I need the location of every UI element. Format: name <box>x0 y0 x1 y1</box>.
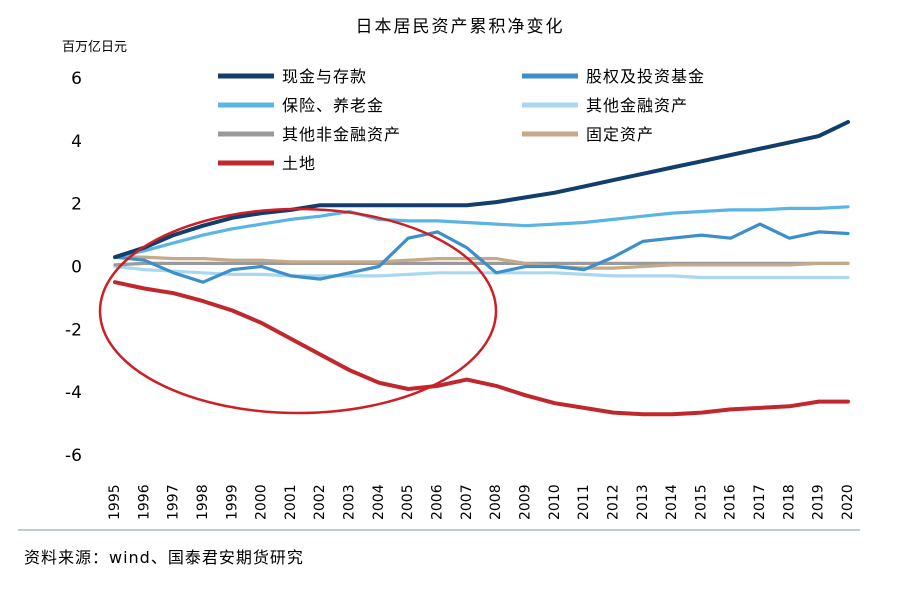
x-tick-label: 1997 <box>166 484 182 520</box>
x-tick-label: 2000 <box>254 484 270 520</box>
highlight-ellipse <box>98 207 498 415</box>
series-line <box>113 222 850 284</box>
x-tick-label: 2010 <box>547 484 563 520</box>
y-tick-label: 4 <box>71 132 82 152</box>
x-tick-label: 2008 <box>488 484 504 520</box>
legend-item: 固定资产 <box>522 125 654 144</box>
legend-label: 保险、养老金 <box>282 96 384 115</box>
x-tick-label: 2017 <box>752 484 768 520</box>
legend-item: 其他金融资产 <box>522 96 688 115</box>
x-tick-label: 1995 <box>107 484 123 520</box>
legend-label: 其他非金融资产 <box>282 125 401 144</box>
legend-item: 土地 <box>218 154 316 173</box>
series-lines <box>113 120 850 417</box>
legend-item: 保险、养老金 <box>218 96 384 115</box>
x-tick-label: 1998 <box>195 484 211 520</box>
x-tick-label: 2005 <box>400 484 416 520</box>
x-tick-label: 2003 <box>342 484 358 520</box>
y-tick-label: -6 <box>65 446 82 466</box>
legend-item: 现金与存款 <box>218 67 367 86</box>
x-axis: 1995 1996 1997 1998 1999 2000 2001 2002 2003 2004… <box>107 484 856 520</box>
legend-label: 土地 <box>282 154 316 173</box>
x-tick-label: 2013 <box>635 484 651 520</box>
legend-label: 其他金融资产 <box>586 96 688 115</box>
x-tick-label: 2012 <box>605 484 621 520</box>
x-tick-label: 1996 <box>136 484 152 520</box>
legend-item: 其他非金融资产 <box>218 125 401 144</box>
x-tick-label: 2019 <box>811 484 827 520</box>
y-tick-label: 0 <box>71 258 82 278</box>
x-tick-label: 2007 <box>459 484 475 520</box>
chart-title: 日本居民资产累积净变化 <box>356 17 565 37</box>
x-tick-label: 2002 <box>312 484 328 520</box>
x-tick-label: 2004 <box>371 484 387 520</box>
x-tick-label: 2018 <box>781 484 797 520</box>
x-tick-label: 2006 <box>430 484 446 520</box>
series-line <box>113 205 850 259</box>
legend-label: 固定资产 <box>586 125 654 144</box>
y-tick-label: -4 <box>65 383 82 403</box>
y-tick-label: 6 <box>71 69 82 89</box>
legend-item: 股权及投资基金 <box>522 67 705 86</box>
legend-label: 现金与存款 <box>282 67 367 86</box>
series-line <box>113 120 850 260</box>
x-tick-label: 2011 <box>576 484 592 520</box>
x-tick-label: 2015 <box>693 484 709 520</box>
series-line <box>113 280 850 417</box>
y-tick-label: -2 <box>65 320 82 340</box>
x-tick-label: 1999 <box>224 484 240 520</box>
y-tick-label: 2 <box>71 195 82 215</box>
x-tick-label: 2016 <box>723 484 739 520</box>
y-axis: 6 4 2 0 -2 -4 -6 <box>65 69 82 466</box>
x-tick-label: 2009 <box>517 484 533 520</box>
legend-label: 股权及投资基金 <box>586 67 705 86</box>
x-tick-label: 2020 <box>840 484 856 520</box>
unit-label: 百万亿日元 <box>62 40 127 55</box>
x-tick-label: 2001 <box>283 484 299 520</box>
x-tick-label: 2014 <box>664 484 680 520</box>
source-note: 资料来源：wind、国泰君安期货研究 <box>24 548 304 567</box>
